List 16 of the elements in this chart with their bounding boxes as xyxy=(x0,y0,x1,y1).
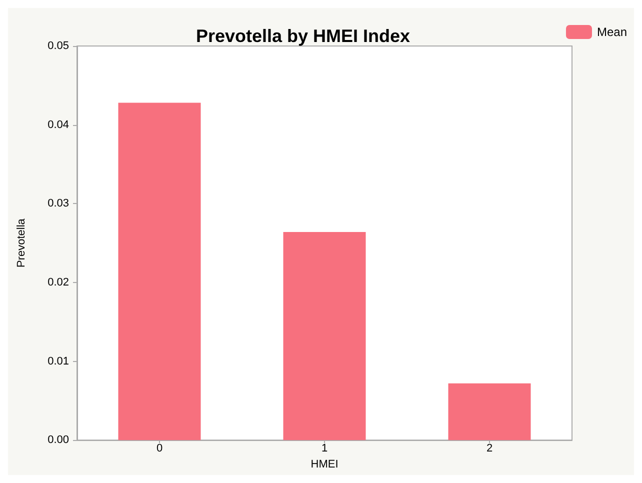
y-tick-label: 0.01 xyxy=(48,355,69,368)
x-tick-label: 1 xyxy=(321,442,328,455)
legend-label: Mean xyxy=(596,25,628,39)
bar xyxy=(118,102,201,440)
chart-title: Prevotella by HMEI Index xyxy=(196,26,410,46)
x-tick-label: 2 xyxy=(486,442,493,455)
y-tick-label: 0.02 xyxy=(48,276,69,288)
x-axis-title: HMEI xyxy=(310,458,338,470)
y-tick-label: 0.05 xyxy=(48,40,69,52)
y-tick-label: 0.03 xyxy=(48,198,69,210)
y-axis-title: Prevotella xyxy=(16,218,28,268)
x-tick-label: 0 xyxy=(156,442,163,455)
y-tick-label: 0.00 xyxy=(48,434,69,446)
bar xyxy=(448,383,531,440)
y-tick-label: 0.04 xyxy=(48,118,69,131)
bar xyxy=(283,232,366,440)
